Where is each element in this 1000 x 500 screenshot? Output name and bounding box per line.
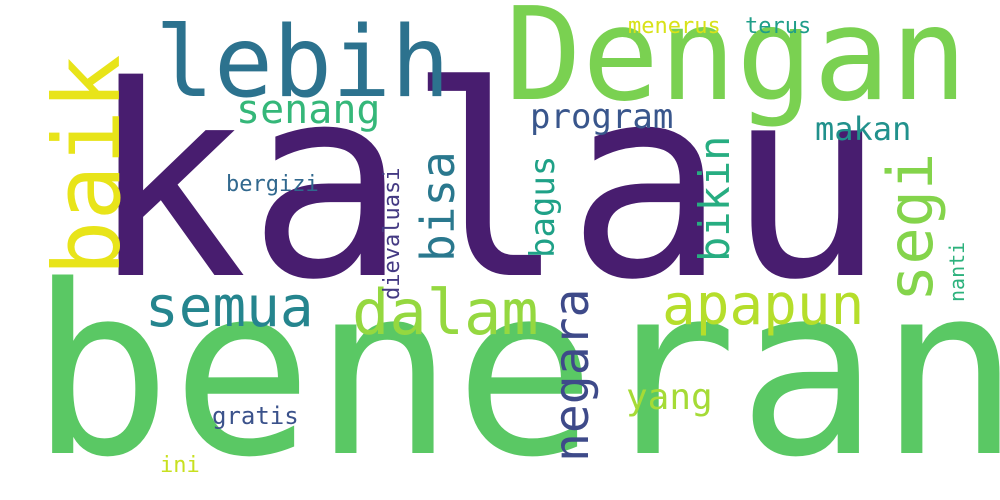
word-segi: segi: [874, 152, 947, 302]
word-makan: makan: [815, 110, 912, 148]
word-bisa: bisa: [411, 151, 465, 262]
word-apapun: apapun: [662, 273, 865, 338]
word-lebih: lebih: [155, 6, 451, 120]
word-nanti: nanti: [945, 241, 969, 302]
word-dievaluasi: dievaluasi: [380, 167, 405, 300]
word-baik: baik: [34, 54, 141, 276]
word-dalam: dalam: [352, 276, 539, 349]
word-bagus: bagus: [523, 155, 563, 258]
word-terus: terus: [745, 14, 812, 39]
word-menerus: menerus: [628, 14, 721, 39]
word-ini: ini: [160, 453, 200, 478]
word-senang: senang: [236, 87, 381, 133]
word-bikin: bikin: [690, 135, 739, 262]
word-yang: yang: [626, 377, 713, 418]
word-bergizi: bergizi: [226, 172, 319, 197]
word-beneran: beneran: [30, 236, 1000, 500]
word-semua: semua: [145, 275, 314, 340]
word-negara: negara: [544, 288, 600, 462]
word-program: program: [530, 97, 674, 137]
word-dengan: Dengan: [505, 0, 968, 130]
word-gratis: gratis: [212, 402, 299, 430]
word-kalau: kalau: [88, 30, 886, 338]
